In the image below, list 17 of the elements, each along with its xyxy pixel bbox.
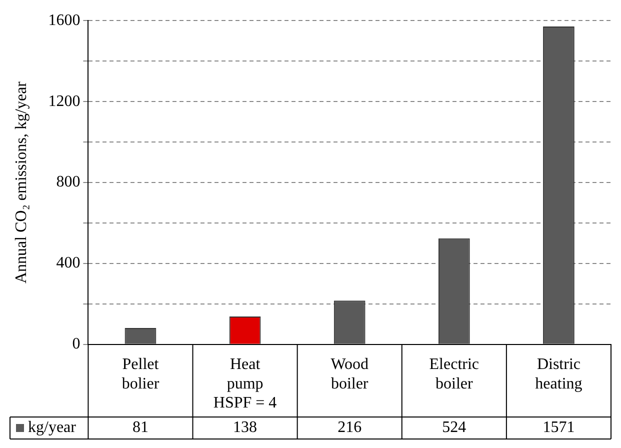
legend-label: kg/year xyxy=(28,419,77,436)
y-tick-label: 1600 xyxy=(48,12,80,29)
data-label: 138 xyxy=(233,419,258,436)
data-label: 524 xyxy=(442,419,466,436)
y-tick-label: 0 xyxy=(72,336,80,353)
x-tick-label: Pellet bolier xyxy=(122,356,160,392)
y-tick-label: 1200 xyxy=(48,92,80,110)
x-tick-label: Wood boiler xyxy=(330,356,369,392)
y-axis-title: Annual CO₂ emissions, kg/year xyxy=(12,80,30,284)
x-tick-label: Heat pump HSPF = 4 xyxy=(213,356,277,412)
y-tick-label: 400 xyxy=(56,254,80,272)
data-label: 216 xyxy=(338,419,362,436)
x-tick-label: Electric boiler xyxy=(429,356,480,392)
y-tick-label: 800 xyxy=(56,174,80,191)
data-label: 1571 xyxy=(542,419,575,436)
x-tick-label: Distric heating xyxy=(535,356,582,392)
data-label: 81 xyxy=(132,419,148,436)
